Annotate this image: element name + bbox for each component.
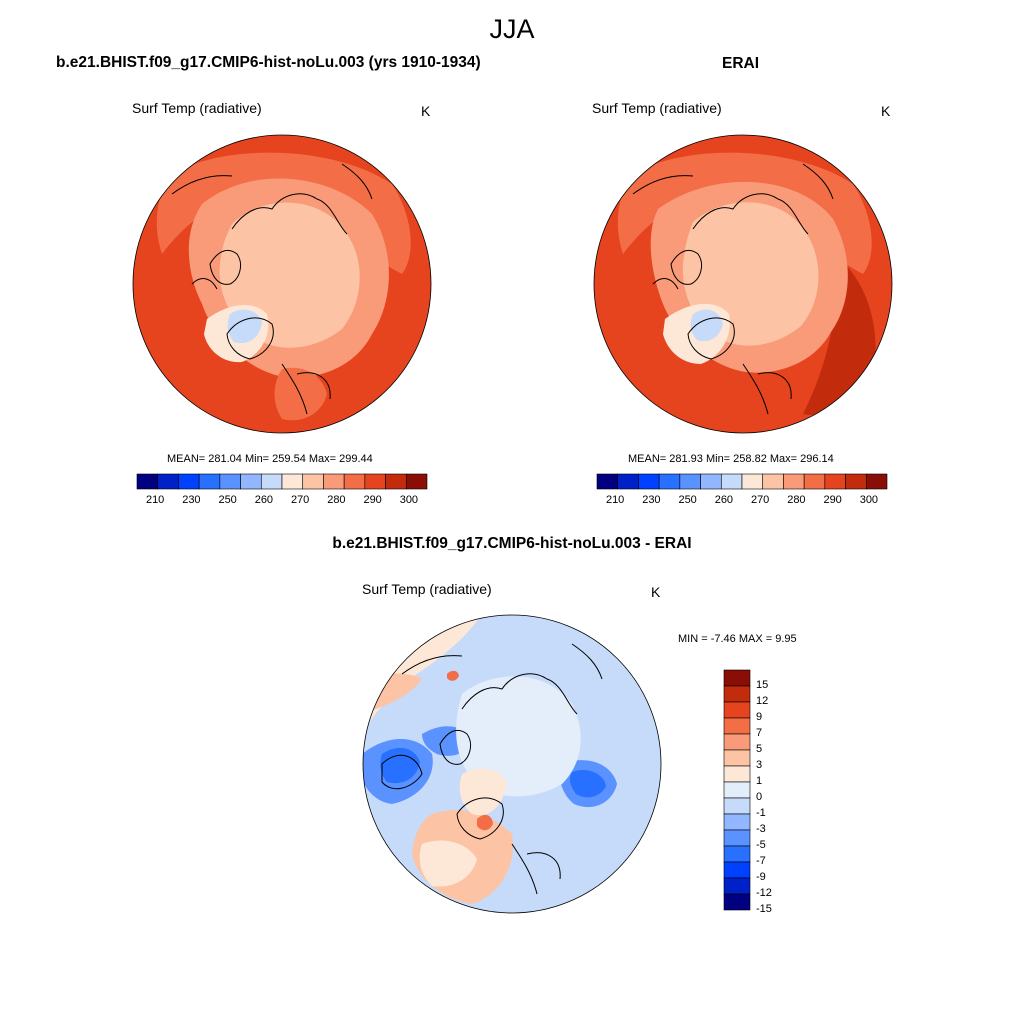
diff-panel-title: b.e21.BHIST.f09_g17.CMIP6-hist-noLu.003 … <box>332 535 692 552</box>
diff-polar-map <box>362 614 662 914</box>
model-units-label: K <box>421 103 431 119</box>
model-colorbar-box <box>136 473 159 490</box>
model-colorbar-box <box>240 473 262 490</box>
obs-colorbar-tick-label: 230 <box>642 494 661 506</box>
diff-colorbar-tick-label: -3 <box>756 823 766 835</box>
obs-units-label: K <box>881 103 891 119</box>
model-colorbar-box <box>281 473 304 490</box>
diff-colorbar-box <box>723 781 751 799</box>
model-colorbar-tick-label: 290 <box>363 494 382 506</box>
diff-colorbar <box>723 669 751 911</box>
obs-colorbar-tick-label: 280 <box>787 494 806 506</box>
diff-colorbar-tick-label: 7 <box>756 727 763 739</box>
obs-colorbar-tick-label: 210 <box>605 494 625 506</box>
diff-colorbar-tick-label: -12 <box>756 887 772 899</box>
model-colorbar-box <box>178 473 200 490</box>
obs-colorbar-tick-label: 290 <box>823 494 842 506</box>
model-stats: MEAN= 281.04 Min= 259.54 Max= 299.44 <box>167 453 373 465</box>
model-panel-title: b.e21.BHIST.f09_g17.CMIP6-hist-noLu.003 … <box>56 54 481 71</box>
diff-colorbar-ticks: 15 12 9 7 5 3 1 0 -1 -3 -5 -7 -9 -12 -15 <box>756 670 796 915</box>
diff-variable-label: Surf Temp (radiative) <box>362 581 492 597</box>
obs-colorbar <box>596 473 888 490</box>
diff-colorbar-tick-label: 5 <box>756 743 763 755</box>
obs-colorbar-box <box>658 473 681 490</box>
model-colorbar-tick-label: 280 <box>327 494 346 506</box>
model-colorbar-box <box>219 473 241 490</box>
model-colorbar-tick-label: 210 <box>145 494 165 506</box>
model-colorbar-box <box>198 473 221 490</box>
obs-colorbar-box <box>679 473 701 490</box>
obs-colorbar-tick-label: 300 <box>859 494 879 506</box>
model-colorbar-box <box>405 473 428 490</box>
diff-colorbar-box <box>723 797 751 815</box>
figure-title: JJA <box>489 14 535 44</box>
obs-colorbar-box <box>720 473 743 490</box>
obs-polar-map <box>593 134 893 434</box>
model-variable-label: Surf Temp (radiative) <box>132 100 262 116</box>
model-colorbar-box <box>157 473 179 490</box>
diff-colorbar-box <box>723 861 751 879</box>
obs-stats: MEAN= 281.93 Min= 258.82 Max= 296.14 <box>628 453 834 465</box>
diff-colorbar-tick-label: 15 <box>756 679 769 691</box>
diff-colorbar-tick-label: 12 <box>756 695 769 707</box>
obs-colorbar-box <box>762 473 784 490</box>
diff-colorbar-box <box>723 749 751 767</box>
diff-colorbar-tick-label: 9 <box>756 711 763 723</box>
diff-colorbar-box <box>723 765 751 783</box>
obs-panel-title: ERAI <box>722 55 760 72</box>
model-colorbar-tick-label: 300 <box>399 494 419 506</box>
diff-colorbar-tick-label: 0 <box>756 791 763 803</box>
diff-colorbar-box <box>723 893 751 911</box>
diff-colorbar-tick-label: -5 <box>756 839 766 851</box>
model-colorbar-box <box>364 473 386 490</box>
model-colorbar-box <box>302 473 324 490</box>
obs-colorbar-tick-label: 270 <box>750 494 770 506</box>
diff-colorbar-tick-label: 3 <box>756 759 763 771</box>
model-colorbar-tick-label: 260 <box>254 494 274 506</box>
diff-colorbar-box <box>723 717 751 735</box>
obs-variable-label: Surf Temp (radiative) <box>592 100 722 116</box>
diff-colorbar-box <box>723 813 751 831</box>
obs-colorbar-box <box>783 473 805 490</box>
obs-colorbar-box <box>617 473 639 490</box>
model-colorbar-tick-label: 270 <box>290 494 310 506</box>
obs-colorbar-box <box>700 473 722 490</box>
diff-colorbar-tick-label: 1 <box>756 775 763 787</box>
diff-colorbar-tick-label: -1 <box>756 807 766 819</box>
diff-colorbar-tick-label: -7 <box>756 855 766 867</box>
model-colorbar-ticks: 210 230 250 260 270 280 290 300 <box>137 494 427 508</box>
diff-colorbar-box <box>723 845 751 863</box>
diff-colorbar-box <box>723 877 751 895</box>
obs-colorbar-box <box>824 473 846 490</box>
obs-colorbar-box <box>845 473 867 490</box>
diff-colorbar-box <box>723 685 751 703</box>
obs-colorbar-box <box>741 473 764 490</box>
obs-colorbar-tick-label: 260 <box>714 494 734 506</box>
diff-colorbar-box <box>723 669 751 687</box>
diff-stats: MIN = -7.46 MAX = 9.95 <box>678 633 797 645</box>
model-colorbar-tick-label: 230 <box>182 494 201 506</box>
model-colorbar-box <box>323 473 345 490</box>
model-colorbar-tick-label: 250 <box>218 494 237 506</box>
model-colorbar-box <box>343 473 366 490</box>
diff-units-label: K <box>651 584 661 600</box>
obs-colorbar-box <box>803 473 826 490</box>
obs-colorbar-box <box>865 473 888 490</box>
diff-colorbar-box <box>723 829 751 847</box>
model-polar-map <box>132 134 432 434</box>
obs-colorbar-tick-label: 250 <box>678 494 697 506</box>
obs-colorbar-box <box>638 473 660 490</box>
obs-colorbar-box <box>596 473 619 490</box>
model-colorbar-box <box>260 473 283 490</box>
model-colorbar-box <box>385 473 407 490</box>
model-colorbar <box>136 473 428 490</box>
diff-colorbar-box <box>723 701 751 719</box>
obs-colorbar-ticks: 210 230 250 260 270 280 290 300 <box>597 494 887 508</box>
diff-colorbar-box <box>723 733 751 751</box>
diff-colorbar-tick-label: -15 <box>756 903 772 915</box>
diff-colorbar-tick-label: -9 <box>756 871 766 883</box>
